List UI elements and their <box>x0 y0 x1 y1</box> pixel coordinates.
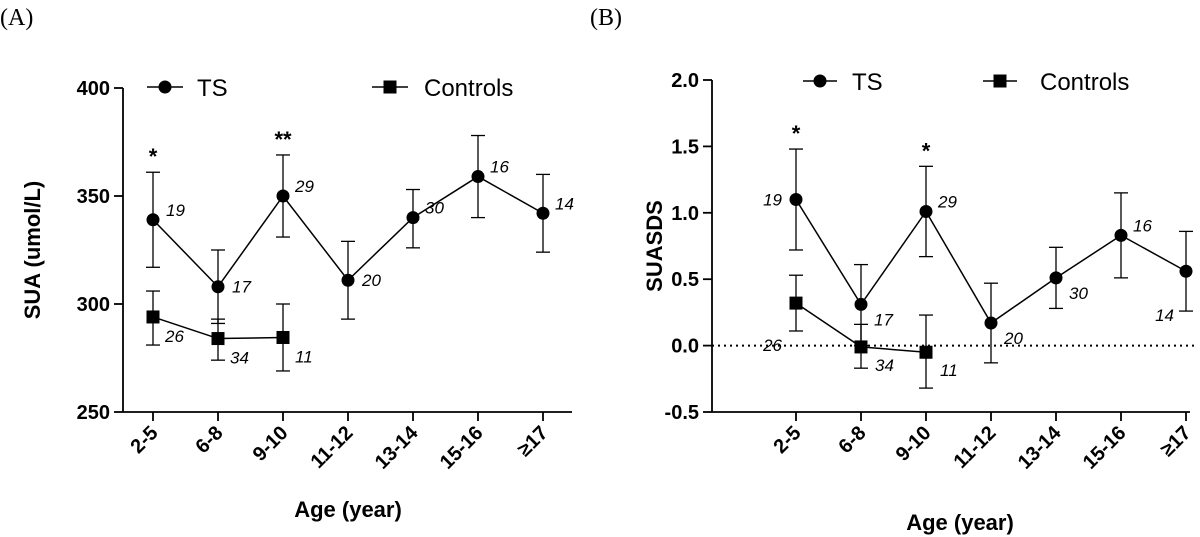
sample-size-label-ts: 19 <box>166 201 185 220</box>
x-axis-title: Age (year) <box>906 510 1014 535</box>
y-tick-label: -0.5 <box>665 402 699 424</box>
data-point-ts <box>1114 228 1128 242</box>
chart-panel-b: (B) -0.5 0.0 0.5 1.0 1.5 2.0 2-5 6-8 9-10 11-12 13-… <box>590 5 1196 535</box>
sample-size-label-controls: 11 <box>295 347 313 366</box>
legend-label-controls: Controls <box>424 75 513 102</box>
x-tick-label: 2-5 <box>127 422 163 458</box>
chart-panel-a: (A) 250 300 350 400 2-5 6-8 9-10 11-12 13-14 15-16… <box>0 5 574 522</box>
data-point-ts <box>211 280 225 294</box>
data-point-controls <box>146 310 160 324</box>
sample-size-label-ts: 30 <box>1069 284 1088 303</box>
y-tick-label: 400 <box>77 78 110 100</box>
data-point-controls <box>919 345 933 359</box>
y-tick-label: 250 <box>77 402 110 424</box>
sample-size-label-ts: 20 <box>1003 329 1023 348</box>
sample-size-label-ts: 19 <box>763 191 782 210</box>
x-axis-title: Age (year) <box>294 497 402 522</box>
data-point-controls <box>854 340 868 354</box>
x-tick-label: ≥17 <box>1156 422 1195 461</box>
data-point-ts <box>854 297 868 311</box>
sample-size-label-ts: 14 <box>555 194 574 213</box>
y-tick-label: 300 <box>77 294 110 316</box>
data-point-controls <box>211 332 225 346</box>
legend-marker-controls <box>383 80 397 94</box>
data-point-ts <box>471 170 485 184</box>
panel-label: (A) <box>0 5 33 31</box>
y-tick-label: 2.0 <box>671 70 699 92</box>
data-point-ts <box>146 213 160 227</box>
sample-size-label-controls: 26 <box>164 327 184 346</box>
data-point-ts <box>406 211 420 225</box>
sample-size-label-ts: 16 <box>1133 216 1152 235</box>
y-tick-label: 350 <box>77 186 110 208</box>
data-point-ts <box>789 193 803 207</box>
x-tick-label: 13-14 <box>371 421 423 473</box>
y-tick-label: 1.5 <box>671 136 699 158</box>
sample-size-label-ts: 30 <box>425 199 444 218</box>
sample-size-label-ts: 17 <box>232 278 251 297</box>
sample-size-label-ts: 17 <box>874 310 893 329</box>
x-tick-label: 9-10 <box>249 422 293 466</box>
y-axis-title: SUA (umol/L) <box>20 181 45 320</box>
y-axis-title: SUASDS <box>642 200 667 292</box>
panel-label: (B) <box>590 5 622 31</box>
sample-size-label-ts: 20 <box>361 271 381 290</box>
data-point-ts <box>984 316 998 330</box>
legend-marker-controls <box>993 74 1007 88</box>
legend-label-controls: Controls <box>1040 69 1129 96</box>
y-tick-label: 0.0 <box>671 336 699 358</box>
data-point-ts <box>276 189 290 203</box>
data-point-controls <box>276 330 290 344</box>
significance-marker: * <box>149 144 158 169</box>
data-point-ts <box>341 273 355 287</box>
legend-marker-ts <box>158 80 172 94</box>
x-tick-label: 2-5 <box>770 422 806 458</box>
y-tick-label: 1.0 <box>671 203 699 225</box>
data-point-ts <box>1049 271 1063 285</box>
sample-size-label-ts: 14 <box>1155 306 1174 325</box>
x-tick-label: 15-16 <box>436 422 488 474</box>
legend-label-ts: TS <box>852 69 883 96</box>
data-point-ts <box>536 206 550 220</box>
sample-size-label-controls: 11 <box>940 361 958 380</box>
x-tick-label: 9-10 <box>892 422 936 466</box>
x-tick-label: 13-14 <box>1014 421 1066 473</box>
sample-size-label-controls: 34 <box>230 349 249 368</box>
data-point-controls <box>789 296 803 310</box>
x-tick-label: 11-12 <box>307 422 358 473</box>
data-point-ts <box>1179 264 1193 278</box>
legend-label-ts: TS <box>197 75 228 102</box>
sample-size-label-controls: 26 <box>762 336 782 355</box>
sample-size-label-ts: 16 <box>490 158 509 177</box>
y-tick-label: 0.5 <box>671 269 699 291</box>
sample-size-label-ts: 29 <box>294 177 314 196</box>
data-point-ts <box>919 204 933 218</box>
legend-marker-ts <box>813 74 827 88</box>
x-tick-label: 15-16 <box>1079 422 1131 474</box>
x-tick-label: ≥17 <box>513 422 552 461</box>
significance-marker: * <box>922 138 931 163</box>
sample-size-label-ts: 29 <box>937 192 957 211</box>
x-tick-label: 11-12 <box>950 422 1001 473</box>
significance-marker: * <box>792 121 801 146</box>
x-tick-label: 6-8 <box>192 422 228 458</box>
significance-marker: ** <box>274 127 292 152</box>
sample-size-label-controls: 34 <box>875 356 894 375</box>
x-tick-label: 6-8 <box>835 422 871 458</box>
